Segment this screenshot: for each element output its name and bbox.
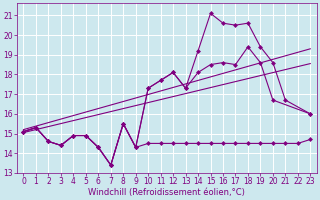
X-axis label: Windchill (Refroidissement éolien,°C): Windchill (Refroidissement éolien,°C) <box>88 188 245 197</box>
